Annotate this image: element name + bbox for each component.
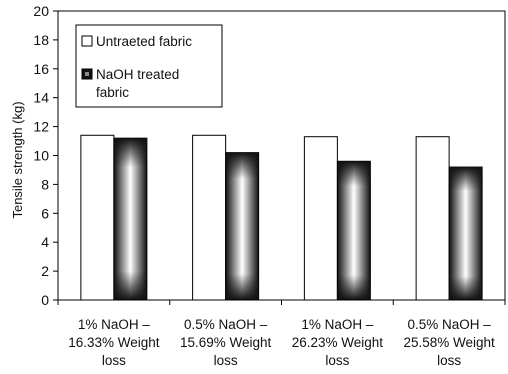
y-tick-label: 18 [33,32,49,48]
bar-naoh-treated-shade [449,167,483,300]
y-tick-label: 10 [33,148,49,164]
y-tick-label: 2 [41,263,49,279]
x-category-label: 1% NaOH –16.33% Weight loss [68,317,160,368]
y-tick-label: 12 [33,119,49,135]
y-tick-label: 4 [41,234,49,250]
bar-untreated [303,136,338,301]
bar-untreated [415,136,450,301]
legend-label-treated-line1: NaOH treated [96,67,179,82]
plot-area-frame [57,10,506,301]
bar-naoh-treated-shade [337,161,371,300]
x-category-label: 0.5% NaOH –25.58% Weight loss [403,317,495,368]
y-tick-label: 0 [41,292,49,308]
legend-swatch-treated-highlight [85,72,89,76]
y-tick-label: 14 [33,90,49,106]
legend-box [75,24,223,108]
bar-untreated [80,134,115,301]
y-tick-label: 6 [41,205,49,221]
legend-label-treated-line2: fabric [96,85,129,100]
x-category-label: 0.5% NaOH –15.69% Weight loss [180,317,272,368]
x-category-label: 1% NaOH –26.23% Weight loss [292,317,384,368]
y-axis-label: Tensile strength (kg) [10,101,25,218]
bar-untreated [192,134,227,301]
bar-naoh-treated-shade [113,138,147,300]
legend: Untraeted fabric NaOH treated fabric [75,24,223,108]
legend-label-untreated: Untraeted fabric [96,34,192,49]
legend-swatch-untreated [81,35,93,47]
y-tick-label: 8 [41,176,49,192]
x-axis: 1% NaOH –16.33% Weight loss 0.5% NaOH –15.… [57,299,506,368]
bars [80,134,483,301]
y-tick-label: 16 [33,61,49,77]
y-axis: 0 2 4 6 8 10 12 14 16 18 20 [33,3,59,308]
bar-naoh-treated-shade [225,152,259,300]
y-tick-label: 20 [33,3,49,19]
